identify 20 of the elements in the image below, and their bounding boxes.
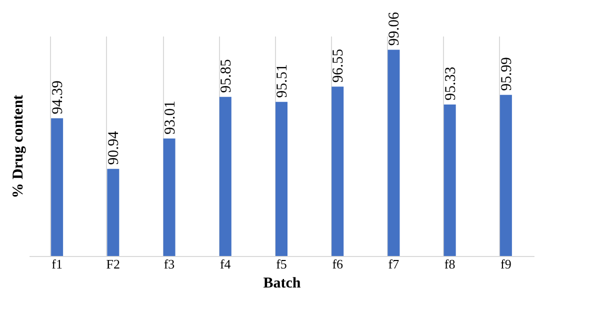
data-label: 94.39: [50, 80, 66, 114]
data-label: 95.99: [498, 57, 515, 91]
x-axis-title: Batch: [263, 276, 302, 292]
x-tick-label: f8: [444, 256, 456, 272]
x-tick-label: F2: [106, 256, 120, 272]
data-label: 95.51: [274, 64, 290, 98]
data-label: 95.33: [442, 66, 459, 100]
y-axis-title: % Drug content: [10, 94, 26, 198]
data-label: 93.01: [162, 100, 178, 135]
x-tick-label: f3: [164, 256, 175, 272]
data-label: 90.94: [106, 130, 122, 165]
x-tick-label: f7: [388, 256, 400, 272]
x-tick-label: f9: [500, 256, 512, 272]
data-label: 96.55: [330, 48, 347, 83]
x-tick-label: f4: [220, 256, 232, 272]
data-label: 99.06: [386, 12, 403, 46]
data-label: 95.85: [218, 59, 234, 93]
x-tick-label: f5: [276, 256, 287, 272]
x-tick-label: f6: [332, 256, 344, 272]
x-tick-label: f1: [52, 256, 62, 272]
